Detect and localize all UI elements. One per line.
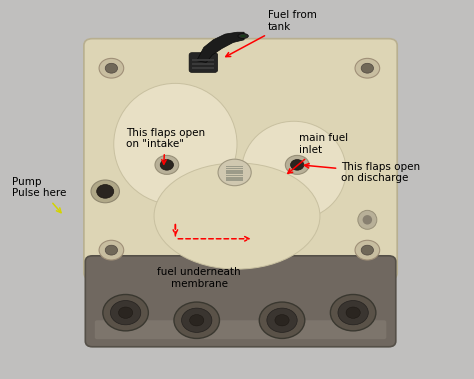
Circle shape (155, 155, 179, 174)
Circle shape (267, 308, 297, 332)
FancyBboxPatch shape (189, 53, 218, 72)
Circle shape (174, 302, 219, 338)
Circle shape (99, 58, 124, 78)
Circle shape (182, 308, 212, 332)
Circle shape (361, 245, 374, 255)
Circle shape (190, 315, 204, 326)
Bar (226, 172, 243, 174)
Ellipse shape (154, 163, 320, 269)
FancyBboxPatch shape (85, 256, 396, 347)
Bar (226, 175, 243, 176)
Text: Pump
Pulse here: Pump Pulse here (12, 177, 66, 213)
Circle shape (338, 301, 368, 325)
Circle shape (97, 185, 114, 198)
Circle shape (91, 180, 119, 203)
Bar (226, 170, 243, 172)
Bar (226, 177, 243, 179)
Circle shape (259, 302, 305, 338)
Circle shape (355, 240, 380, 260)
Circle shape (285, 155, 309, 174)
Ellipse shape (358, 210, 377, 229)
Text: main fuel
inlet: main fuel inlet (288, 133, 348, 173)
Circle shape (330, 294, 376, 331)
Circle shape (99, 240, 124, 260)
Circle shape (275, 315, 289, 326)
Circle shape (218, 159, 251, 186)
Text: fuel underneath
membrane: fuel underneath membrane (157, 267, 241, 289)
Bar (192, 63, 214, 65)
Bar (192, 67, 214, 69)
Bar (192, 59, 214, 61)
Circle shape (118, 307, 133, 318)
Ellipse shape (238, 34, 248, 39)
Bar (226, 166, 243, 167)
Polygon shape (197, 32, 244, 63)
Ellipse shape (114, 83, 237, 205)
Circle shape (110, 301, 141, 325)
Circle shape (105, 245, 118, 255)
Ellipse shape (363, 215, 372, 224)
Circle shape (105, 63, 118, 73)
Text: This flaps open
on discharge: This flaps open on discharge (304, 162, 420, 183)
Circle shape (355, 58, 380, 78)
Bar (226, 168, 243, 169)
Circle shape (160, 160, 173, 170)
FancyBboxPatch shape (84, 39, 397, 280)
Text: This flaps open
on "intake": This flaps open on "intake" (126, 128, 205, 164)
Bar (226, 179, 243, 181)
Circle shape (361, 63, 374, 73)
Text: Fuel from
tank: Fuel from tank (226, 10, 317, 56)
FancyBboxPatch shape (95, 320, 386, 339)
Circle shape (346, 307, 360, 318)
Circle shape (291, 160, 304, 170)
Ellipse shape (242, 121, 346, 220)
Circle shape (103, 294, 148, 331)
Ellipse shape (240, 35, 246, 38)
